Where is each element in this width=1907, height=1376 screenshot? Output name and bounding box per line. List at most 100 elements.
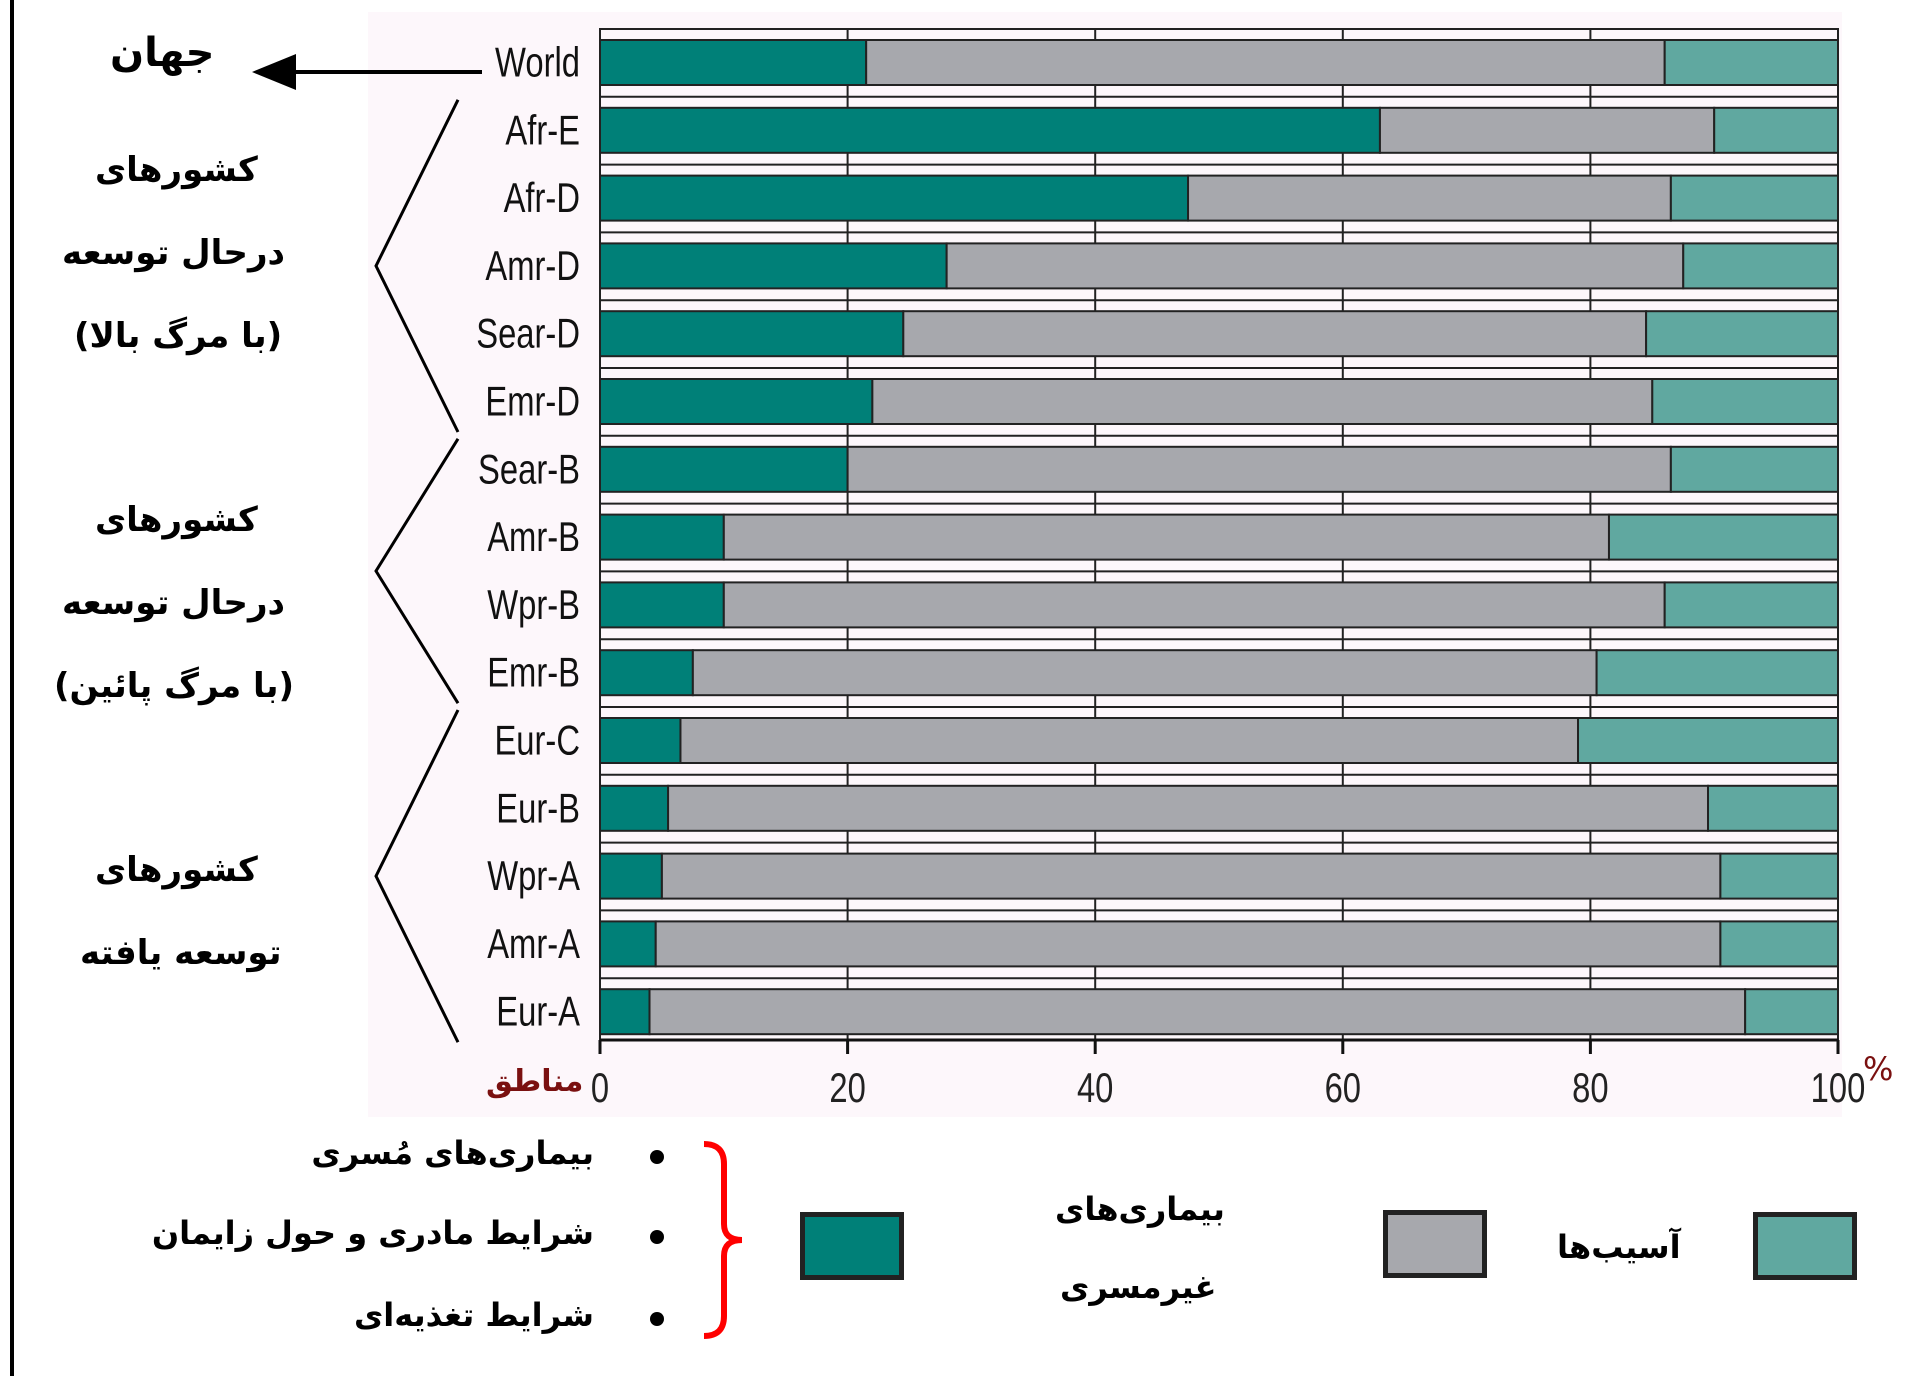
legend-injuries: آسیب‌ها xyxy=(1557,1228,1681,1266)
legend-item-nutritional: شرایط تغذیه‌ای xyxy=(353,1296,594,1334)
category-label: Emr-B xyxy=(487,649,580,696)
x-axis xyxy=(598,1038,1840,1054)
group-line: (با مرگ بالا) xyxy=(74,316,283,356)
bar-afr-e-series-1 xyxy=(1378,106,1716,154)
bar-sear-b-series-0 xyxy=(599,445,849,493)
legend-noncommunicable-line2: غیرمسری xyxy=(1060,1268,1217,1306)
x-ticks: 0 20 40 60 80 100 xyxy=(591,1064,1865,1111)
bar-sear-d-series-1 xyxy=(902,310,1648,358)
category-labels: World Afr-E Afr-D Amr-D Sear-D Emr-D Sear-B Amr… xyxy=(476,39,581,1035)
group-line: کشورهای xyxy=(95,850,258,890)
category-label: Amr-A xyxy=(487,920,581,967)
bar-wpr-b-series-2 xyxy=(1663,581,1840,629)
bar-amr-a-series-1 xyxy=(654,920,1722,968)
bar-emr-b-series-2 xyxy=(1595,649,1839,697)
world-label: جهان xyxy=(110,30,215,76)
group-line: درحال توسعه xyxy=(62,233,285,273)
bar-amr-d-series-2 xyxy=(1682,242,1839,290)
bar-eur-c-series-1 xyxy=(679,717,1580,764)
bar-world-series-1 xyxy=(865,39,1666,86)
legend-swatch-communicable xyxy=(800,1212,904,1280)
legend-noncommunicable-line1: بیماری‌های xyxy=(1055,1190,1225,1228)
category-label: Eur-C xyxy=(494,717,580,764)
bar-afr-e-series-2 xyxy=(1713,106,1839,154)
bar-amr-b-series-0 xyxy=(599,513,725,561)
bar-eur-b-series-0 xyxy=(599,784,670,832)
bar-sear-b-series-1 xyxy=(846,445,1672,493)
bar-wpr-a-series-2 xyxy=(1719,852,1840,900)
bar-emr-b-series-0 xyxy=(599,649,694,697)
x-axis-label: مناطق xyxy=(486,1064,584,1099)
group-line: کشورهای xyxy=(95,150,258,190)
bar-afr-d-series-2 xyxy=(1669,174,1839,222)
category-label: Wpr-B xyxy=(487,581,580,628)
x-tick-label: 0 xyxy=(591,1064,609,1111)
x-tick-label: 40 xyxy=(1077,1064,1113,1111)
bar-amr-b-series-2 xyxy=(1607,513,1839,561)
bar-emr-d-series-1 xyxy=(871,378,1654,425)
bar-amr-d-series-0 xyxy=(599,242,948,290)
bar-sear-d-series-0 xyxy=(599,310,905,358)
x-tick-label: 80 xyxy=(1572,1064,1608,1111)
arrow-left-icon xyxy=(252,54,296,90)
category-label: Eur-B xyxy=(496,784,580,831)
bar-eur-c-series-2 xyxy=(1577,717,1840,764)
brace-high-mortality-icon xyxy=(374,99,460,433)
bar-eur-c-series-0 xyxy=(599,717,682,764)
brace-low-mortality-icon xyxy=(374,438,460,704)
bar-amr-a-series-0 xyxy=(599,920,657,968)
category-label: Wpr-A xyxy=(487,852,581,899)
bar-wpr-a-series-1 xyxy=(660,852,1722,900)
category-label: Eur-A xyxy=(496,988,580,1035)
bar-wpr-b-series-0 xyxy=(599,581,725,629)
group-braces xyxy=(252,54,482,1043)
x-axis-unit: % xyxy=(1863,1050,1894,1088)
legend-item-communicable: بیماری‌های مُسری xyxy=(311,1134,594,1172)
x-tick-label: 20 xyxy=(829,1064,865,1111)
brace-developed-icon xyxy=(374,709,460,1043)
bullet-icon xyxy=(650,1230,664,1244)
group-line: کشورهای xyxy=(95,500,258,540)
category-label: Amr-D xyxy=(485,242,580,289)
bar-amr-d-series-1 xyxy=(945,242,1685,290)
category-label: Sear-B xyxy=(478,445,580,492)
group-line: توسعه یافته xyxy=(80,933,282,973)
bar-emr-d-series-0 xyxy=(599,378,874,425)
bar-eur-a-series-0 xyxy=(599,988,651,1036)
category-label: Afr-E xyxy=(505,106,580,153)
x-tick-label: 100 xyxy=(1811,1064,1866,1111)
bar-emr-b-series-1 xyxy=(691,649,1598,697)
bar-eur-a-series-2 xyxy=(1744,988,1840,1036)
bar-afr-e-series-0 xyxy=(599,106,1381,154)
category-label: Emr-D xyxy=(485,378,580,425)
bar-eur-b-series-1 xyxy=(667,784,1710,832)
bar-afr-d-series-0 xyxy=(599,174,1190,222)
bar-sear-d-series-2 xyxy=(1645,310,1839,358)
category-label: Sear-D xyxy=(476,310,580,357)
bar-world-series-0 xyxy=(599,39,868,86)
bars xyxy=(599,39,1840,1036)
bar-sear-b-series-2 xyxy=(1669,445,1839,493)
bullet-icon xyxy=(650,1150,664,1164)
x-tick-label: 60 xyxy=(1325,1064,1361,1111)
bar-eur-b-series-2 xyxy=(1707,784,1840,832)
group-line: درحال توسعه xyxy=(62,583,285,623)
red-brace-icon xyxy=(703,1141,743,1339)
category-label: World xyxy=(495,39,580,86)
bar-wpr-a-series-0 xyxy=(599,852,663,900)
bar-afr-d-series-1 xyxy=(1187,174,1672,222)
bullet-icon xyxy=(650,1312,664,1326)
bar-wpr-b-series-1 xyxy=(722,581,1666,629)
legend-swatch-injuries xyxy=(1753,1212,1857,1280)
bar-amr-b-series-1 xyxy=(722,513,1610,561)
legend-item-maternal: شرایط مادری و حول زایمان xyxy=(151,1214,594,1252)
group-line: (با مرگ پائین) xyxy=(54,666,295,706)
legend-swatch-noncommunicable xyxy=(1383,1210,1487,1278)
bar-eur-a-series-1 xyxy=(648,988,1747,1036)
bar-amr-a-series-2 xyxy=(1719,920,1840,968)
category-label: Afr-D xyxy=(504,174,580,221)
bar-emr-d-series-2 xyxy=(1651,378,1840,425)
bar-world-series-2 xyxy=(1663,39,1840,86)
category-label: Amr-B xyxy=(487,513,580,560)
